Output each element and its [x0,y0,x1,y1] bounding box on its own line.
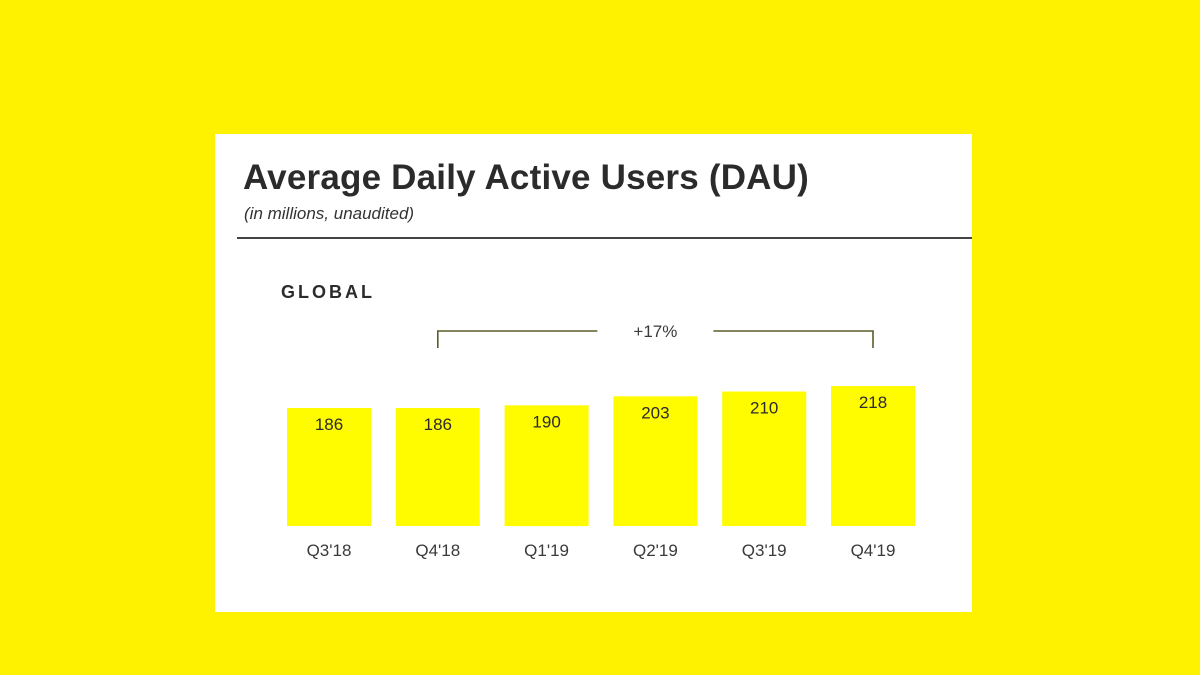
data-label-1: 186 [424,415,452,434]
x-tick-label-3: Q2'19 [633,541,678,560]
bar-0 [287,408,371,526]
x-tick-label-4: Q3'19 [742,541,787,560]
chart-subtitle: (in millions, unaudited) [244,204,415,223]
x-tick-label-2: Q1'19 [524,541,569,560]
title-divider [237,237,972,239]
data-label-2: 190 [532,412,560,431]
bar-1 [395,408,480,526]
section-label-global: GLOBAL [281,282,375,302]
growth-annotation-0: +17% [633,322,677,341]
data-label-5: 218 [859,393,887,412]
x-tick-label-1: Q4'18 [415,541,460,560]
chart-title: Average Daily Active Users (DAU) [243,158,809,197]
bar-3 [613,396,698,526]
growth-bracket-0 [437,330,874,348]
bar-5 [831,386,915,526]
data-label-0: 186 [315,415,343,434]
bar-chart: 186 Q3'18 186 Q4'18 190 Q1'19 203 Q2'19 210 Q3'19… [287,322,915,560]
x-tick-label-0: Q3'18 [307,541,352,560]
chart-card: Average Daily Active Users (DAU) (in mil… [215,134,972,612]
bar-4 [722,391,807,526]
data-label-3: 203 [641,403,669,422]
data-label-4: 210 [750,399,778,418]
bar-2 [504,405,589,527]
x-tick-label-5: Q4'19 [851,541,896,560]
